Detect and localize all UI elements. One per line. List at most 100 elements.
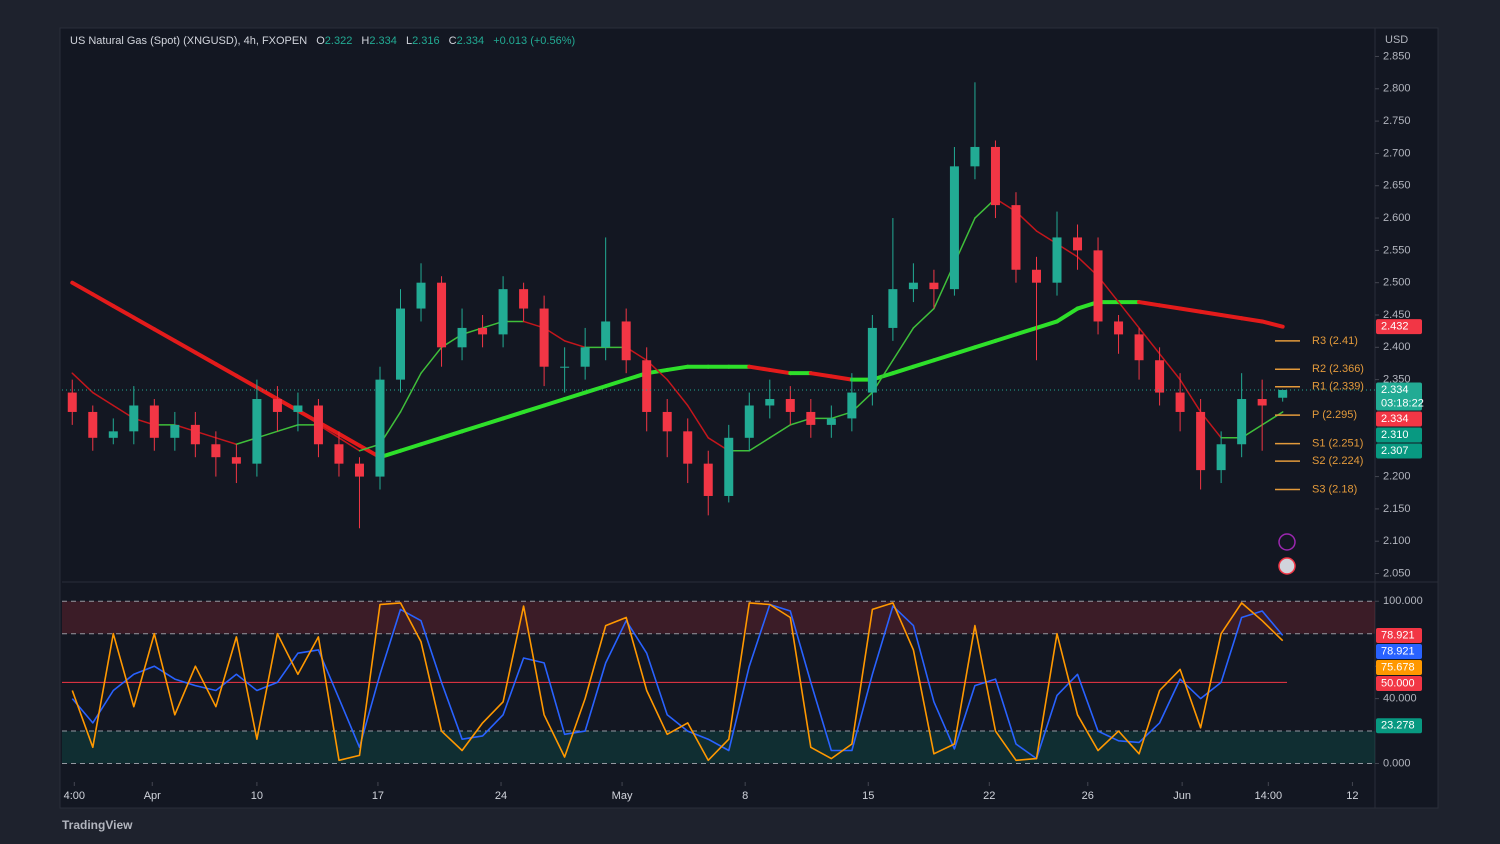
stoch-line [71,603,1284,760]
moving-average [666,378,689,407]
candle-body [1278,389,1288,398]
moving-average [1198,309,1224,317]
candle-body [785,399,795,412]
candle-body [744,405,754,438]
moving-average [972,338,998,350]
candle-body [396,308,406,380]
moving-average [193,350,218,367]
y-tick-label: 2.600 [1383,212,1411,224]
candle-body [642,360,652,412]
y-tick-label: 2.750 [1383,115,1411,127]
candle-body [1134,334,1144,361]
candle-body [826,418,836,425]
candle-body [293,405,303,412]
ohlc-value: 2.334 [457,35,485,47]
price-label: 2.334 [1381,384,1409,396]
candle-body [1114,321,1124,335]
pivot-label: R1 (2.339) [1312,381,1364,393]
moving-average [911,358,936,369]
candle-body [416,282,426,309]
moving-average [501,409,526,421]
flag-icon[interactable] [1278,557,1296,575]
moving-average [1219,313,1244,321]
ohlc-key: O [316,35,325,47]
moving-average [215,437,238,446]
ohlc-key: H [361,35,369,47]
x-tick-label: Jun [1173,790,1191,802]
x-tick-label: 15 [862,790,874,802]
price-label-box [1376,659,1422,675]
event-icon[interactable] [1278,533,1296,551]
moving-average [131,315,157,332]
candle-body [149,405,159,438]
moving-average [767,367,793,376]
moving-average [808,371,834,379]
candle-body [621,321,631,361]
candle-body [519,289,529,309]
candle-body [724,437,734,496]
moving-average [460,422,485,434]
candle-body [1073,237,1083,251]
candle-body [1196,411,1206,471]
y-tick-label: 2.500 [1383,277,1411,289]
candle-body [231,457,241,464]
candle-body [765,399,775,406]
moving-average [952,345,977,356]
zone [62,601,1375,634]
candle-body [354,463,364,477]
x-tick-label: 22 [983,790,995,802]
moving-average [172,338,198,355]
moving-average [70,280,95,297]
brand: TradingView [62,818,133,832]
y-tick-label: 2.050 [1383,567,1411,579]
moving-average [1055,306,1080,324]
y-tick-label: 0.000 [1383,757,1411,769]
candle-body [662,411,672,432]
price-label: 2.307 [1381,445,1409,457]
moving-average [152,327,177,343]
moving-average [336,431,362,448]
candle-body [313,405,323,445]
symbol: US Natural Gas (Spot) (XNGUSD), 4h, FXOP… [70,35,307,47]
candle-body [1052,237,1062,283]
ohlc-value: 2.334 [369,35,397,47]
moving-average [1137,300,1162,308]
moving-average [1260,319,1285,329]
pivot-label: R2 (2.366) [1312,363,1364,375]
candle-body [1257,399,1267,406]
candle-body [1011,205,1021,270]
moving-average [1178,306,1203,314]
candle-body [970,146,980,167]
candle-body [949,166,959,290]
price-label-box [1376,443,1422,459]
candle-body [498,289,508,335]
candle-body [67,392,77,412]
moving-average [1179,378,1202,413]
candle-body [1175,392,1185,412]
y-tick-label: 40.000 [1383,693,1417,705]
candle-body [601,321,611,348]
ohlc-key: L [406,35,412,47]
candle-body [908,282,918,290]
price-label: 78.921 [1381,645,1415,657]
x-tick-label: 17 [372,790,384,802]
y-tick-label: 2.850 [1383,50,1411,62]
candle-body [129,405,139,432]
ohlc-key: C [449,35,457,47]
moving-average [521,403,547,414]
x-tick-label: 4:00 [64,790,85,802]
moving-average [748,437,771,452]
y-tick-label: 100.000 [1383,595,1423,607]
candle-body [580,347,590,367]
moving-average [1261,411,1284,426]
moving-average [912,307,935,329]
moving-average [747,364,772,372]
y-tick-label: 2.150 [1383,503,1411,515]
price-label-box [1376,718,1422,734]
price-label: 50.000 [1381,677,1415,689]
candle-body [88,411,98,438]
y-tick-label: 2.400 [1383,341,1411,353]
price-label-box [1376,627,1422,643]
price-label: 78.921 [1381,629,1415,641]
